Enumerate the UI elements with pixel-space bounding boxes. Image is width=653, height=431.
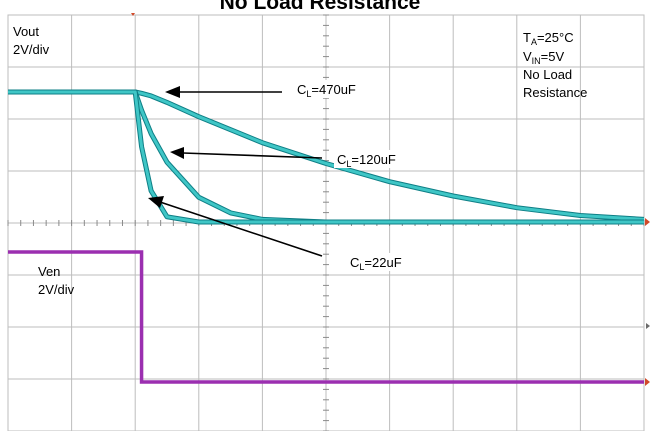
channel-level-markers bbox=[645, 218, 650, 386]
svg-text:VIN=5V: VIN=5V bbox=[523, 49, 564, 66]
annotation-label-470uf: CL=470uF bbox=[294, 80, 374, 99]
svg-text:Resistance: Resistance bbox=[523, 85, 587, 100]
trace-cl-22uf bbox=[8, 89, 644, 225]
ground-marker-icon bbox=[645, 378, 650, 386]
svg-text:TA=25°C: TA=25°C bbox=[523, 30, 574, 47]
trace-group bbox=[8, 89, 644, 384]
svg-text:CL=470uF: CL=470uF bbox=[297, 82, 356, 99]
ven-channel-label: Ven bbox=[38, 264, 60, 279]
svg-text:CL=120uF: CL=120uF bbox=[337, 152, 396, 169]
annotation-label-120uf: CL=120uF bbox=[334, 150, 414, 169]
ven-scale-label: 2V/div bbox=[38, 282, 75, 297]
trace-ven bbox=[8, 250, 644, 384]
vout-scale-label: 2V/div bbox=[13, 42, 50, 57]
svg-text:No Load: No Load bbox=[523, 67, 572, 82]
ground-marker-icon bbox=[645, 218, 650, 226]
trace-ven-line bbox=[8, 250, 644, 384]
test-conditions: TA=25°C VIN=5V No Load Resistance bbox=[523, 30, 587, 100]
svg-text:CL=22uF: CL=22uF bbox=[350, 255, 402, 272]
annotation-arrows bbox=[148, 86, 323, 257]
annotation-label-22uf: CL=22uF bbox=[347, 253, 419, 272]
trigger-marker-icon bbox=[131, 13, 135, 16]
trace-cl-22uf-line bbox=[8, 90, 644, 224]
vout-channel-label: Vout bbox=[13, 24, 39, 39]
trigger-level-icon bbox=[646, 323, 650, 329]
chart-title: No Load Resistance bbox=[220, 0, 421, 14]
